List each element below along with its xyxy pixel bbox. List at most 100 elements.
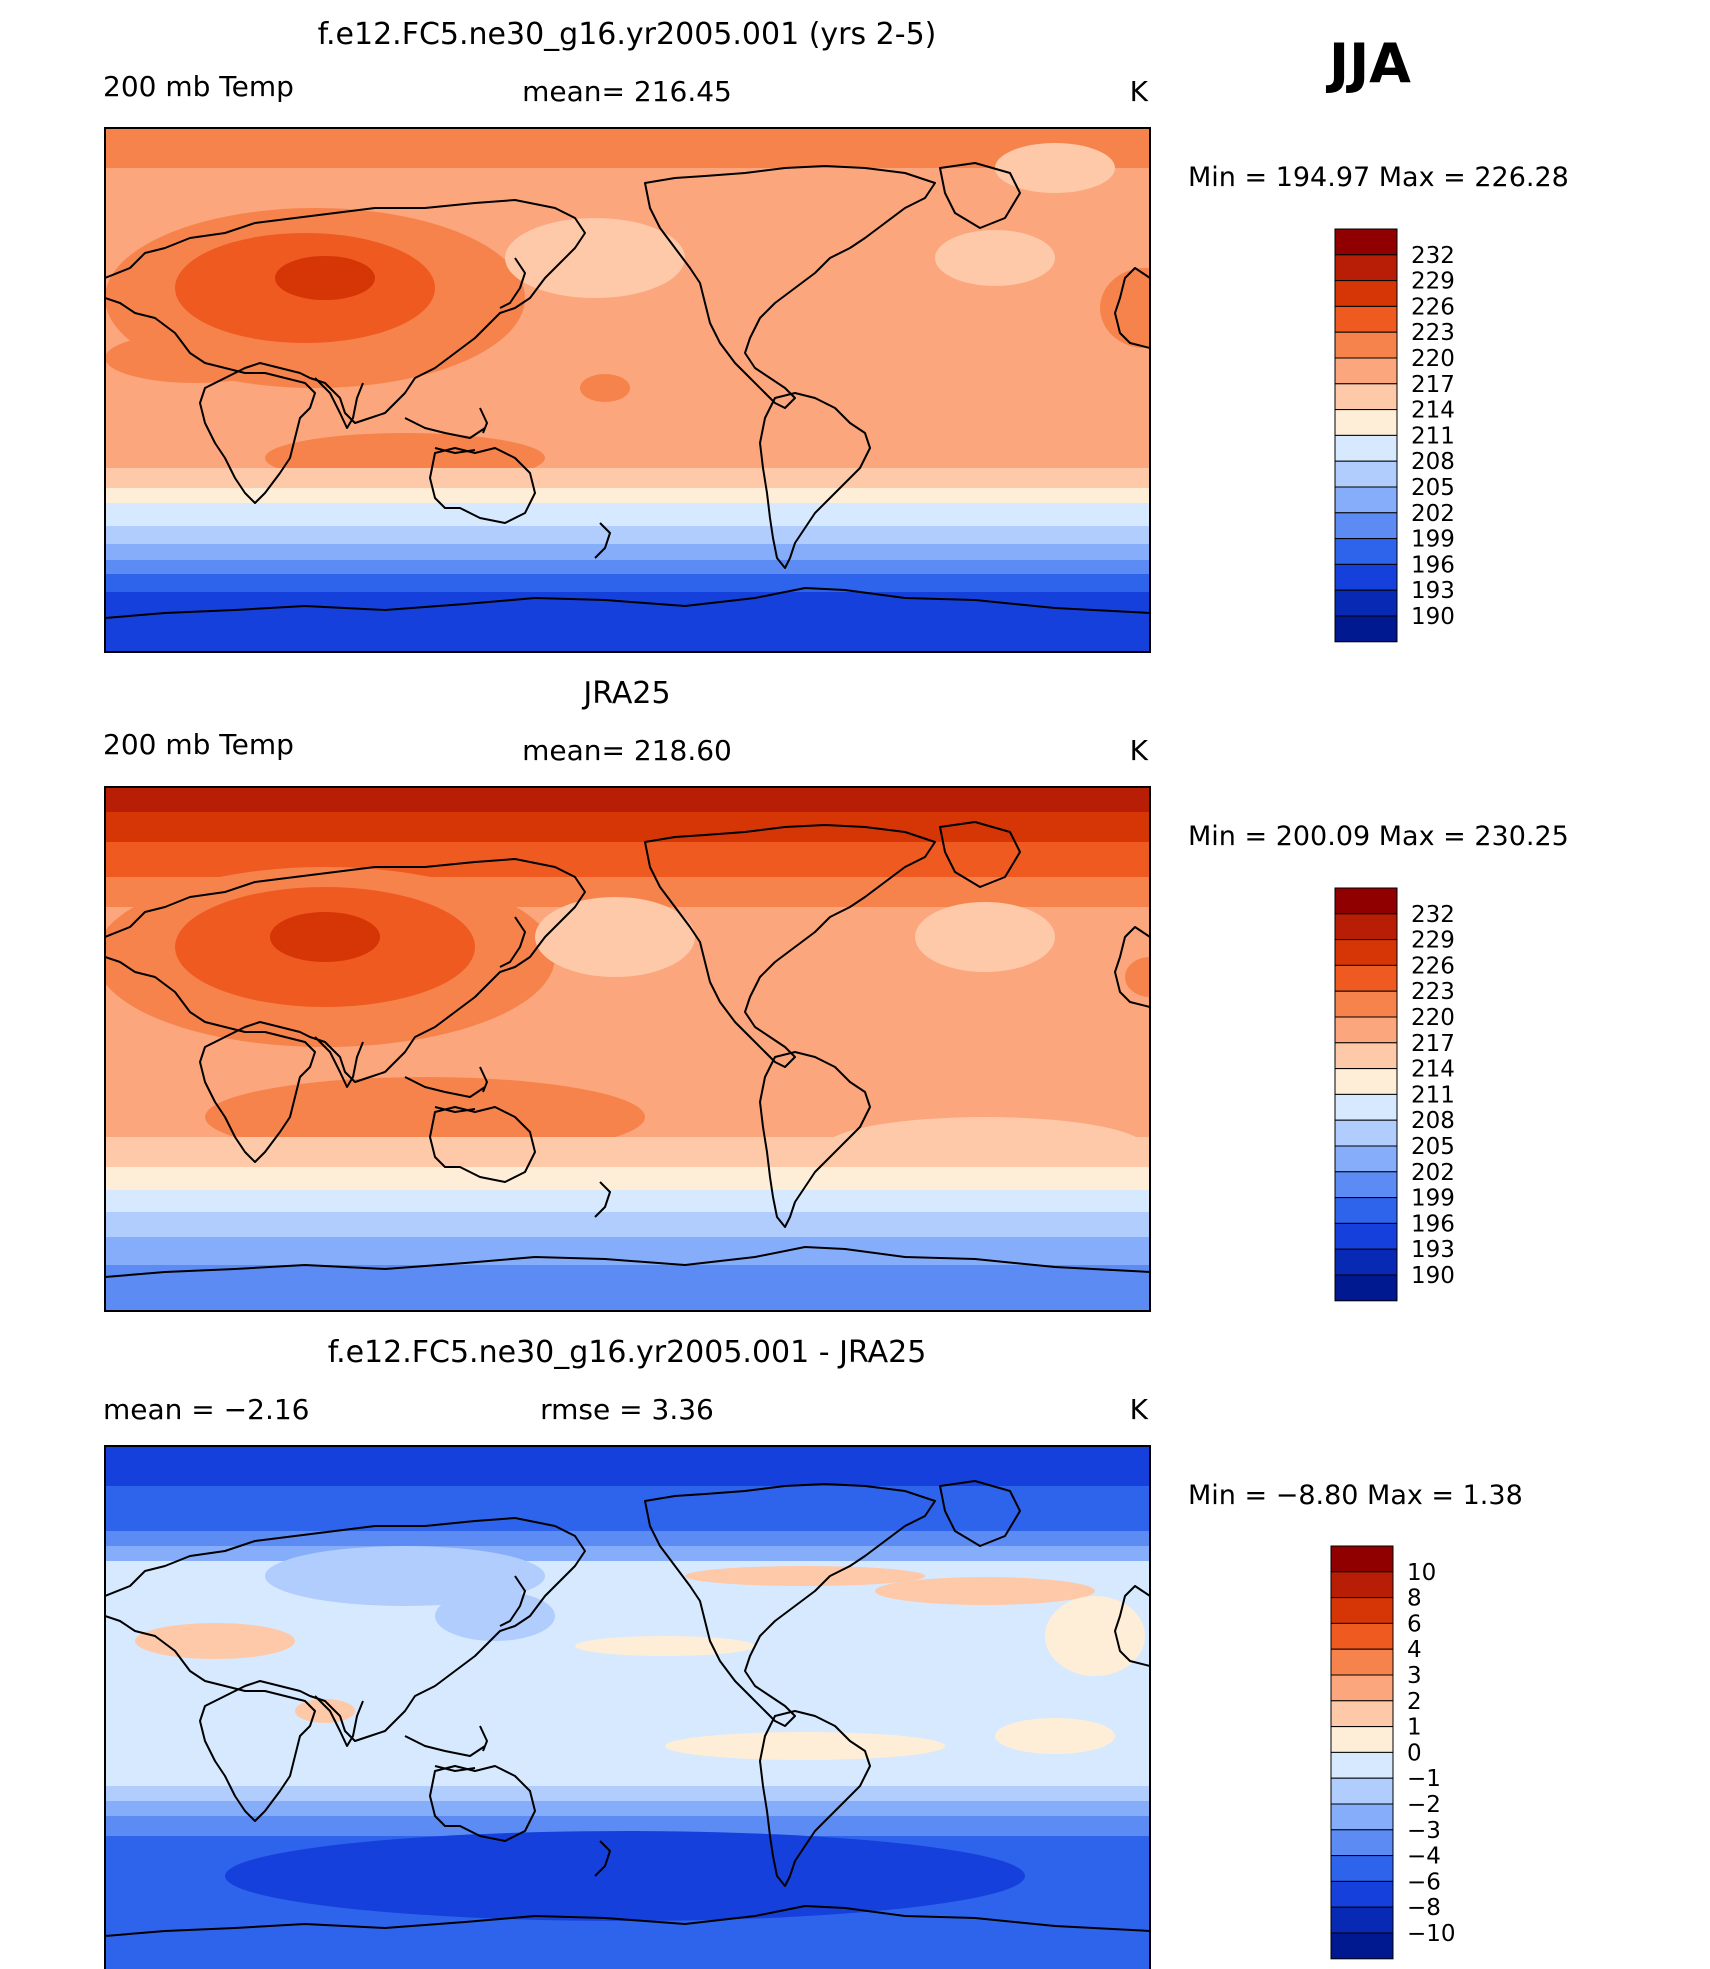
colorbar-tick-label: 232	[1411, 243, 1455, 269]
colorbar-tick-label: 226	[1411, 294, 1455, 320]
colorbar-tick-label: 202	[1411, 1160, 1455, 1186]
panel-title: f.e12.FC5.ne30_g16.yr2005.001 (yrs 2-5)	[318, 17, 937, 52]
minmax-label: Min = 200.09 Max = 230.25	[1188, 821, 1569, 852]
colorbar-tick-label: −1	[1407, 1766, 1441, 1792]
colorbar-tick-label: 196	[1411, 552, 1455, 578]
colorbar-swatch	[1334, 913, 1398, 941]
colorbar-reanalysis: 2322292262232202172142112082052021991961…	[1334, 887, 1455, 1302]
colorbar-tick-label: −6	[1407, 1869, 1441, 1895]
colorbar-tick-label: 208	[1411, 449, 1455, 475]
colorbar-swatch	[1334, 939, 1398, 966]
colorbar-tick-label: 226	[1411, 953, 1455, 979]
colorbar-tick-label: 196	[1411, 1211, 1455, 1237]
colorbar-swatch	[1334, 1119, 1398, 1147]
colorbar-tick-label: 211	[1411, 1082, 1455, 1108]
colorbar-swatch	[1334, 1171, 1398, 1199]
map-frame	[104, 786, 1151, 1312]
colorbar-swatch	[1334, 1222, 1398, 1250]
units-label: K	[1130, 734, 1149, 767]
colorbar-swatch	[1330, 1648, 1394, 1676]
colorbar-tick-label: 8	[1407, 1586, 1422, 1612]
colorbar-tick-label: 193	[1411, 1237, 1455, 1263]
colorbar-tick-label: 199	[1411, 527, 1455, 553]
colorbar-tick-label: 205	[1411, 1134, 1455, 1160]
colorbar-swatch	[1330, 1597, 1394, 1624]
variable-label: 200 mb Temp	[103, 728, 294, 761]
colorbar-swatch	[1334, 563, 1398, 591]
colorbar-tick-label: 211	[1411, 423, 1455, 449]
minmax-label: Min = 194.97 Max = 226.28	[1188, 162, 1569, 193]
colorbar-tick-label: 205	[1411, 475, 1455, 501]
colorbar-swatch	[1334, 1093, 1398, 1121]
colorbar-tick-label: 6	[1407, 1611, 1422, 1637]
colorbar-model: 2322292262232202172142112082052021991961…	[1334, 228, 1455, 643]
colorbar-tick-label: 202	[1411, 501, 1455, 527]
colorbar-swatch	[1330, 1880, 1394, 1908]
colorbar-tick-label: 214	[1411, 398, 1455, 424]
colorbar-tick-label: −8	[1407, 1895, 1441, 1921]
units-label: K	[1130, 1393, 1149, 1426]
colorbar-swatch	[1334, 538, 1398, 565]
colorbar-tick-label: 217	[1411, 372, 1455, 398]
colorbar-swatch	[1334, 1248, 1398, 1276]
colorbar-tick-label: 2	[1407, 1689, 1422, 1715]
colorbar-tick-label: 193	[1411, 578, 1455, 604]
colorbar-swatch	[1330, 1829, 1394, 1857]
colorbar-swatch	[1330, 1571, 1394, 1599]
colorbar-swatch	[1334, 331, 1398, 359]
colorbar-tick-label: 220	[1411, 1005, 1455, 1031]
colorbar-swatch	[1334, 1197, 1398, 1224]
colorbar-swatch	[1334, 383, 1398, 411]
mean-label: mean= 216.45	[522, 75, 732, 108]
colorbar-swatch	[1334, 228, 1398, 256]
colorbar-swatch	[1334, 615, 1398, 643]
colorbar-swatch	[1334, 1042, 1398, 1070]
variable-label: 200 mb Temp	[103, 70, 294, 103]
colorbar-swatch	[1334, 1068, 1398, 1095]
units-label: K	[1130, 75, 1149, 108]
colorbar-swatch	[1334, 460, 1398, 488]
colorbar-swatch	[1334, 305, 1398, 333]
panel-title: JRA25	[581, 676, 670, 711]
colorbar-swatch	[1330, 1906, 1394, 1934]
colorbar-tick-label: 214	[1411, 1057, 1455, 1083]
colorbar-tick-label: 223	[1411, 320, 1455, 346]
colorbar-swatch	[1334, 409, 1398, 436]
colorbar-swatch	[1334, 964, 1398, 992]
colorbar-swatch	[1330, 1545, 1394, 1573]
rmse-label: rmse = 3.36	[540, 1393, 714, 1426]
colorbar-swatch	[1330, 1855, 1394, 1882]
colorbar-swatch	[1330, 1777, 1394, 1805]
colorbar-swatch	[1330, 1726, 1394, 1753]
colorbar-tick-label: 0	[1407, 1740, 1422, 1766]
colorbar-tick-label: 217	[1411, 1031, 1455, 1057]
colorbar-tick-label: −10	[1407, 1921, 1456, 1947]
colorbar-tick-label: 232	[1411, 902, 1455, 928]
colorbar-tick-label: 229	[1411, 269, 1455, 295]
map-frame	[104, 1445, 1151, 1969]
colorbar-swatch	[1330, 1674, 1394, 1702]
season-label: JJA	[1325, 32, 1411, 95]
colorbar-tick-label: −4	[1407, 1844, 1441, 1870]
colorbar-swatch	[1334, 990, 1398, 1018]
colorbar-swatch	[1334, 357, 1398, 385]
colorbar-tick-label: 220	[1411, 346, 1455, 372]
colorbar-swatch	[1330, 1700, 1394, 1728]
mean-label: mean= 218.60	[522, 734, 732, 767]
colorbar-swatch	[1334, 1274, 1398, 1302]
map-model	[105, 128, 1150, 652]
colorbar-swatch	[1334, 887, 1398, 915]
colorbar-swatch	[1334, 434, 1398, 462]
colorbar-tick-label: 190	[1411, 604, 1455, 630]
colorbar-swatch	[1334, 589, 1398, 617]
colorbar-tick-label: 10	[1407, 1560, 1436, 1586]
colorbar-swatch	[1334, 1145, 1398, 1173]
mean-label: mean = −2.16	[103, 1393, 309, 1426]
colorbar-swatch	[1334, 486, 1398, 514]
colorbar-tick-label: 199	[1411, 1186, 1455, 1212]
map-reanalysis	[105, 787, 1150, 1311]
colorbar-swatch	[1334, 280, 1398, 307]
